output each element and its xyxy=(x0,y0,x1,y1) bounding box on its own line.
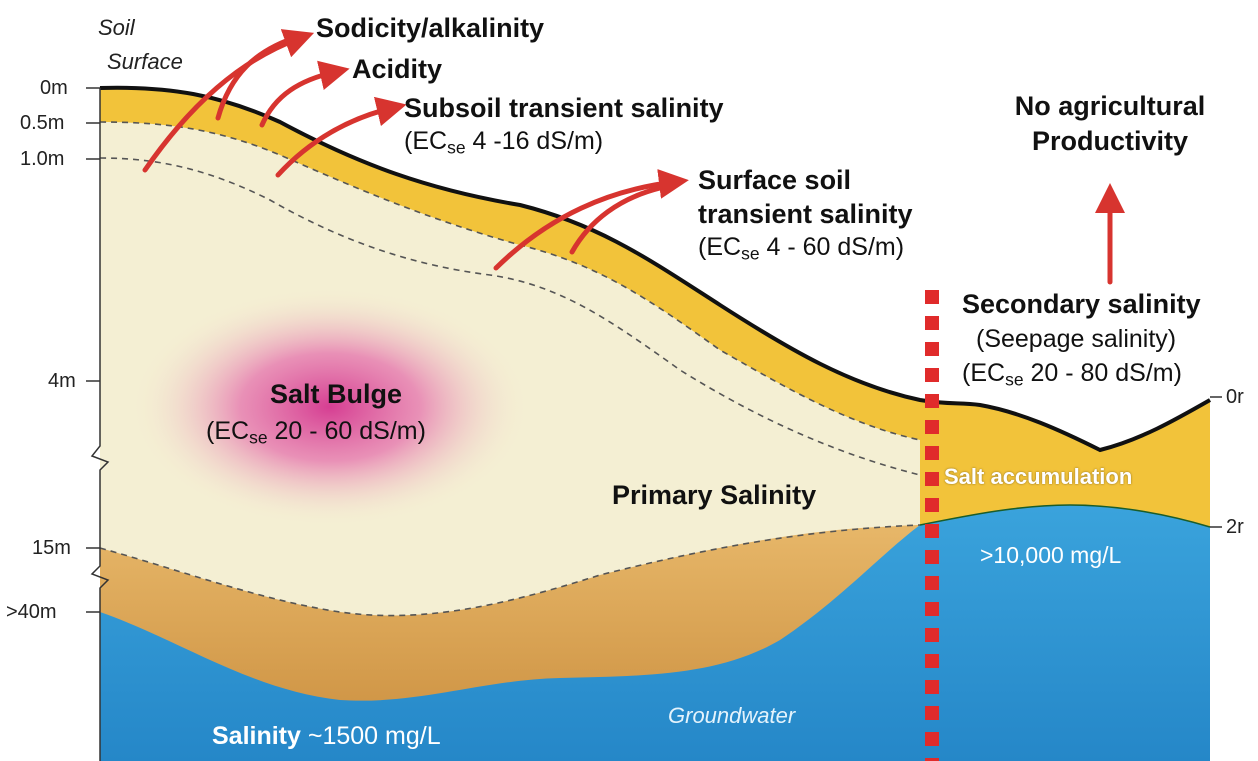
depth-label-4m: 4m xyxy=(48,370,76,392)
salt-bulge-glow xyxy=(130,287,530,527)
groundwater-salinity-left: Salinity ~1500 mg/L xyxy=(212,722,441,750)
no-productivity-line-1: No agricultural xyxy=(1014,91,1206,121)
depth-ticks-left xyxy=(86,87,100,613)
depth-label-0-5m: 0.5m xyxy=(20,112,65,134)
surface-ec-label: (ECse 4 - 60 dS/m) xyxy=(698,233,905,264)
depth-label-0m: 0m xyxy=(40,77,68,99)
salt-bulge-title: Salt Bulge xyxy=(270,379,403,409)
secondary-salinity-label: Secondary salinity xyxy=(962,289,1201,319)
salt-bulge-ec: (ECse 20 - 60 dS/m) xyxy=(206,417,426,448)
arrow-surface-1 xyxy=(493,168,689,271)
surface-label: Surface xyxy=(107,49,183,74)
depth-label-right-2: 2r xyxy=(1226,516,1244,538)
groundwater xyxy=(100,505,1210,761)
arrow-acidity xyxy=(259,60,350,128)
depth-label-1m: 1.0m xyxy=(20,148,65,170)
surface-salinity-label-1: Surface soil xyxy=(698,165,852,195)
soil-label: Soil xyxy=(98,15,135,40)
seepage-salinity-label: (Seepage salinity) xyxy=(976,325,1177,353)
arrow-sodicity-2 xyxy=(215,33,303,121)
salt-accumulation-label: Salt accumulation xyxy=(944,464,1133,489)
groundwater-label: Groundwater xyxy=(668,703,796,728)
water-table-right xyxy=(919,504,1211,528)
depth-label-15m: 15m xyxy=(32,537,71,559)
secondary-ec-label: (ECse 20 - 80 dS/m) xyxy=(962,359,1182,390)
depth-label-40m: >40m xyxy=(6,601,57,623)
boundary-1m xyxy=(99,157,921,476)
impact-arrows xyxy=(142,29,1125,285)
sodicity-label: Sodicity/alkalinity xyxy=(316,13,545,43)
depth-label-right-0: 0r xyxy=(1226,386,1244,408)
subsoil-ec-label: (ECse 4 -16 dS/m) xyxy=(404,127,604,158)
primary-salinity-label: Primary Salinity xyxy=(612,480,817,510)
surface-salinity-label-2: transient salinity xyxy=(698,199,913,229)
acidity-label: Acidity xyxy=(352,54,443,84)
depth-axis-left xyxy=(90,88,110,761)
no-productivity-line-2: Productivity xyxy=(1031,126,1189,156)
subsoil-salinity-label: Subsoil transient salinity xyxy=(404,93,724,123)
seepage-topsoil xyxy=(920,400,1210,527)
arrow-sodicity-1 xyxy=(142,29,315,173)
groundwater-salinity-right: >10,000 mg/L xyxy=(980,542,1122,568)
arrow-surface-2 xyxy=(569,185,663,255)
boundary-15m xyxy=(99,524,921,617)
ground-surface xyxy=(99,85,1211,453)
arrow-subsoil-1 xyxy=(275,96,407,178)
depth-ticks-right xyxy=(1210,396,1222,528)
